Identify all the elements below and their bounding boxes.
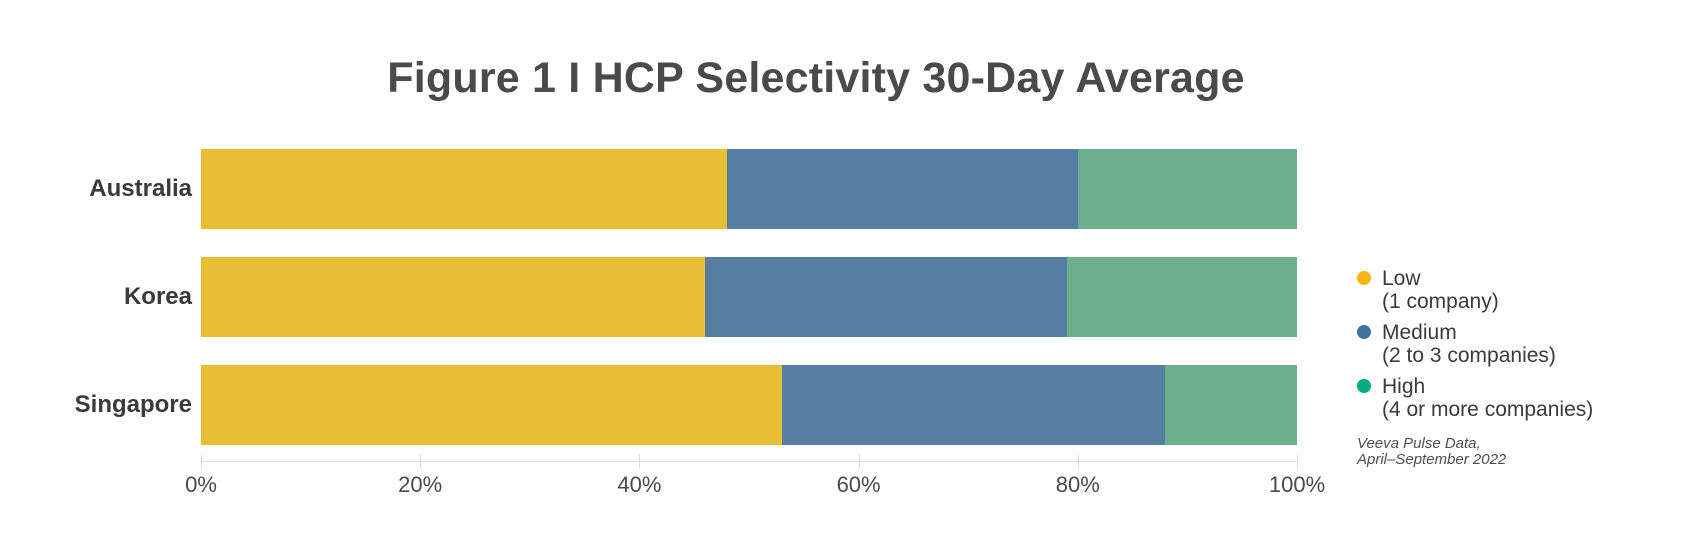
legend-item-low: Low (1 company) xyxy=(1357,267,1617,313)
source-note-line2: April–September 2022 xyxy=(1357,451,1507,468)
stacked-bar xyxy=(201,149,1297,229)
legend-item-label: Low xyxy=(1382,267,1421,290)
category-label: Singapore xyxy=(74,391,192,418)
x-axis-tick-label: 40% xyxy=(617,472,662,497)
stacked-bar xyxy=(201,257,1297,337)
bar-segment-medium xyxy=(705,257,1067,337)
source-note-line1: Veeva Pulse Data, xyxy=(1357,435,1481,452)
bar-segment-high xyxy=(1066,257,1297,337)
x-axis-tick-label: 100% xyxy=(1268,472,1326,497)
stacked-bar xyxy=(201,365,1297,445)
legend: Low (1 company) Medium (2 to 3 companies) Hi… xyxy=(1357,267,1617,429)
legend-dot-icon xyxy=(1357,271,1371,285)
bar-segment-low xyxy=(201,257,706,337)
legend-item-text: Low (1 company) xyxy=(1382,267,1499,313)
x-axis-tick-label: 60% xyxy=(836,472,881,497)
x-axis-tick xyxy=(639,454,641,468)
x-axis-line xyxy=(201,461,1297,462)
category-label: Australia xyxy=(89,175,192,202)
legend-item-label: High xyxy=(1382,375,1426,398)
figure-title: Figure 1 I HCP Selectivity 30-Day Averag… xyxy=(387,54,1245,102)
bar-row-korea: Korea xyxy=(124,257,1297,337)
x-axis-tick xyxy=(201,454,202,468)
plot-area: Australia Korea Singapore xyxy=(75,149,1297,445)
legend-item-text: High (4 or more companies) xyxy=(1382,375,1593,421)
legend-item-sublabel: (1 company) xyxy=(1382,290,1499,313)
legend-item-sublabel: (4 or more companies) xyxy=(1382,398,1594,421)
x-axis-tick-label: 20% xyxy=(398,472,443,497)
x-axis-tick xyxy=(1077,454,1079,468)
bar-segment-low xyxy=(201,365,782,445)
category-label: Korea xyxy=(123,283,192,310)
bar-segment-high xyxy=(1165,365,1297,445)
bar-segment-medium xyxy=(781,365,1166,445)
bar-row-singapore: Singapore xyxy=(75,365,1297,445)
x-axis: 0% 20% 40% 60% 80% 100% xyxy=(185,454,1325,501)
bar-row-australia: Australia xyxy=(89,149,1297,229)
legend-dot-icon xyxy=(1357,379,1371,393)
legend-item-sublabel: (2 to 3 companies) xyxy=(1382,344,1556,367)
x-axis-tick-label: 0% xyxy=(185,472,217,497)
x-axis-tick-label: 80% xyxy=(1055,472,1100,497)
x-axis-tick xyxy=(1297,454,1298,468)
x-axis-tick xyxy=(420,454,422,468)
source-note: Veeva Pulse Data, April–September 2022 xyxy=(1357,436,1506,468)
legend-item-high: High (4 or more companies) xyxy=(1357,375,1617,421)
legend-item-label: Medium xyxy=(1382,321,1457,344)
legend-item-medium: Medium (2 to 3 companies) xyxy=(1357,321,1617,367)
legend-item-text: Medium (2 to 3 companies) xyxy=(1382,321,1556,367)
bar-segment-medium xyxy=(727,149,1078,229)
legend-dot-icon xyxy=(1357,325,1371,339)
x-axis-tick xyxy=(858,454,860,468)
bar-segment-high xyxy=(1077,149,1297,229)
bar-segment-low xyxy=(201,149,728,229)
